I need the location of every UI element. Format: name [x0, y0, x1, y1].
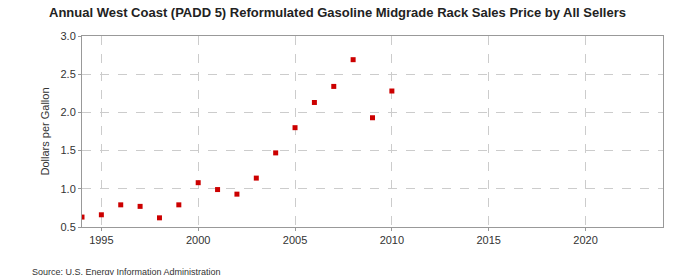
- svg-text:2000: 2000: [186, 234, 210, 246]
- svg-text:Dollars per Gallon: Dollars per Gallon: [39, 87, 51, 175]
- svg-text:3.0: 3.0: [61, 30, 76, 42]
- svg-text:2010: 2010: [380, 234, 404, 246]
- svg-text:1.0: 1.0: [61, 183, 76, 195]
- svg-text:0.5: 0.5: [61, 221, 76, 233]
- svg-text:2005: 2005: [283, 234, 307, 246]
- svg-text:1.5: 1.5: [61, 144, 76, 156]
- svg-text:2.5: 2.5: [61, 68, 76, 80]
- svg-text:2015: 2015: [476, 234, 500, 246]
- svg-text:1995: 1995: [89, 234, 113, 246]
- svg-text:Annual West Coast (PADD 5) Ref: Annual West Coast (PADD 5) Reformulated …: [49, 5, 626, 20]
- svg-text:Source: U.S. Energy Informatio: Source: U.S. Energy Information Administ…: [32, 267, 221, 275]
- svg-text:2.0: 2.0: [61, 106, 76, 118]
- svg-text:2020: 2020: [573, 234, 597, 246]
